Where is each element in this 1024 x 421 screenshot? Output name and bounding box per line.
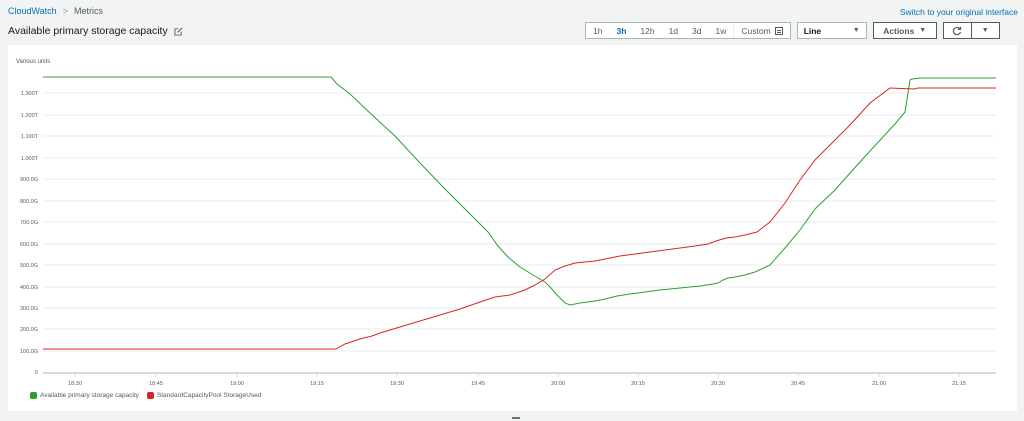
- svg-text:19:15: 19:15: [310, 381, 324, 387]
- actions-button[interactable]: Actions ▼: [872, 22, 937, 39]
- chevron-right-icon: >: [62, 6, 68, 16]
- calendar-icon: [774, 26, 783, 35]
- range-3h[interactable]: 3h: [616, 25, 627, 36]
- breadcrumb-current: Metrics: [73, 6, 103, 16]
- caret-down-icon: ▼: [981, 27, 989, 34]
- svg-text:400.0G: 400.0G: [20, 285, 38, 291]
- legend-item-storage-used[interactable]: StandardCapacityPool StorageUsed: [146, 392, 262, 399]
- svg-text:20:15: 20:15: [631, 381, 645, 387]
- toolbar: 1h 3h 12h 1d 3d 1w Custom Line ▼ Actions…: [585, 22, 1000, 39]
- x-ticks: [74, 373, 960, 377]
- range-1w[interactable]: 1w: [715, 25, 727, 36]
- svg-text:20:45: 20:45: [791, 381, 805, 387]
- svg-text:20:30: 20:30: [711, 381, 725, 387]
- refresh-icon: [953, 26, 962, 35]
- range-3d[interactable]: 3d: [692, 25, 702, 36]
- legend-label: StandardCapacityPool StorageUsed: [156, 392, 262, 399]
- svg-text:800.0G: 800.0G: [20, 199, 38, 205]
- time-range-group: 1h 3h 12h 1d 3d 1w Custom: [585, 22, 791, 39]
- caret-down-icon: ▼: [919, 27, 927, 34]
- legend-item-available-capacity[interactable]: Available primary storage capacity: [30, 392, 139, 399]
- svg-text:21:15: 21:15: [952, 381, 966, 387]
- chart-type-value: Line: [803, 25, 822, 36]
- breadcrumb: CloudWatch > Metrics: [8, 6, 103, 16]
- series-available-capacity-line[interactable]: [43, 76, 996, 306]
- grid-lines: [43, 92, 996, 352]
- svg-text:0: 0: [35, 370, 38, 376]
- actions-label: Actions: [883, 25, 915, 36]
- svg-text:19:00: 19:00: [230, 381, 244, 387]
- legend-label: Available primary storage capacity: [40, 392, 139, 399]
- refresh-button[interactable]: [944, 23, 971, 38]
- svg-text:18:30: 18:30: [68, 381, 82, 387]
- caret-down-icon: ▼: [852, 27, 860, 34]
- svg-text:1.300T: 1.300T: [21, 91, 39, 97]
- svg-text:18:45: 18:45: [149, 381, 163, 387]
- svg-text:1.100T: 1.100T: [21, 134, 39, 140]
- y-axis-units-label: Various units: [16, 59, 51, 65]
- svg-text:900.0G: 900.0G: [20, 177, 38, 183]
- svg-text:19:30: 19:30: [390, 381, 404, 387]
- svg-text:600.0G: 600.0G: [20, 242, 38, 248]
- refresh-group: ▼: [942, 22, 1000, 39]
- range-custom-label: Custom: [741, 25, 771, 36]
- svg-text:200.0G: 200.0G: [20, 327, 38, 333]
- range-12h[interactable]: 12h: [640, 25, 655, 36]
- range-1h[interactable]: 1h: [593, 25, 603, 36]
- svg-text:19:45: 19:45: [471, 381, 485, 387]
- svg-text:300.0G: 300.0G: [20, 306, 38, 312]
- legend-green-swatch-icon: [30, 392, 37, 399]
- edit-icon[interactable]: [174, 27, 183, 36]
- y-tick-labels: 1.300T 1.200T 1.100T 1.000T 900.0G 800.0…: [20, 91, 39, 376]
- chart-legend: Available primary storage capacity Stand…: [30, 392, 261, 399]
- svg-text:500.0G: 500.0G: [20, 263, 38, 269]
- switch-interface-link[interactable]: Switch to your original interface: [899, 7, 1018, 17]
- series-storage-used-line[interactable]: [43, 87, 996, 350]
- range-1d[interactable]: 1d: [668, 25, 679, 36]
- svg-text:20:00: 20:00: [551, 381, 565, 387]
- breadcrumb-cloudwatch-link[interactable]: CloudWatch: [8, 6, 57, 16]
- x-tick-labels: 18:30 18:45 19:00 19:15 19:30 19:45 20:0…: [68, 381, 966, 387]
- chart-type-select[interactable]: Line ▼: [796, 22, 867, 39]
- svg-text:1.200T: 1.200T: [21, 113, 39, 119]
- svg-text:700.0G: 700.0G: [20, 220, 38, 226]
- page-title-text: Available primary storage capacity: [8, 25, 168, 37]
- legend-red-swatch-icon: [146, 392, 154, 399]
- svg-text:100.0G: 100.0G: [20, 349, 38, 355]
- chart-panel: [8, 45, 1017, 411]
- range-custom[interactable]: Custom: [733, 23, 789, 38]
- refresh-options-button[interactable]: ▼: [970, 23, 999, 38]
- page-title: Available primary storage capacity: [8, 25, 183, 37]
- svg-text:1.000T: 1.000T: [21, 156, 39, 162]
- svg-text:21:00: 21:00: [872, 381, 886, 387]
- resize-handle[interactable]: [512, 417, 520, 419]
